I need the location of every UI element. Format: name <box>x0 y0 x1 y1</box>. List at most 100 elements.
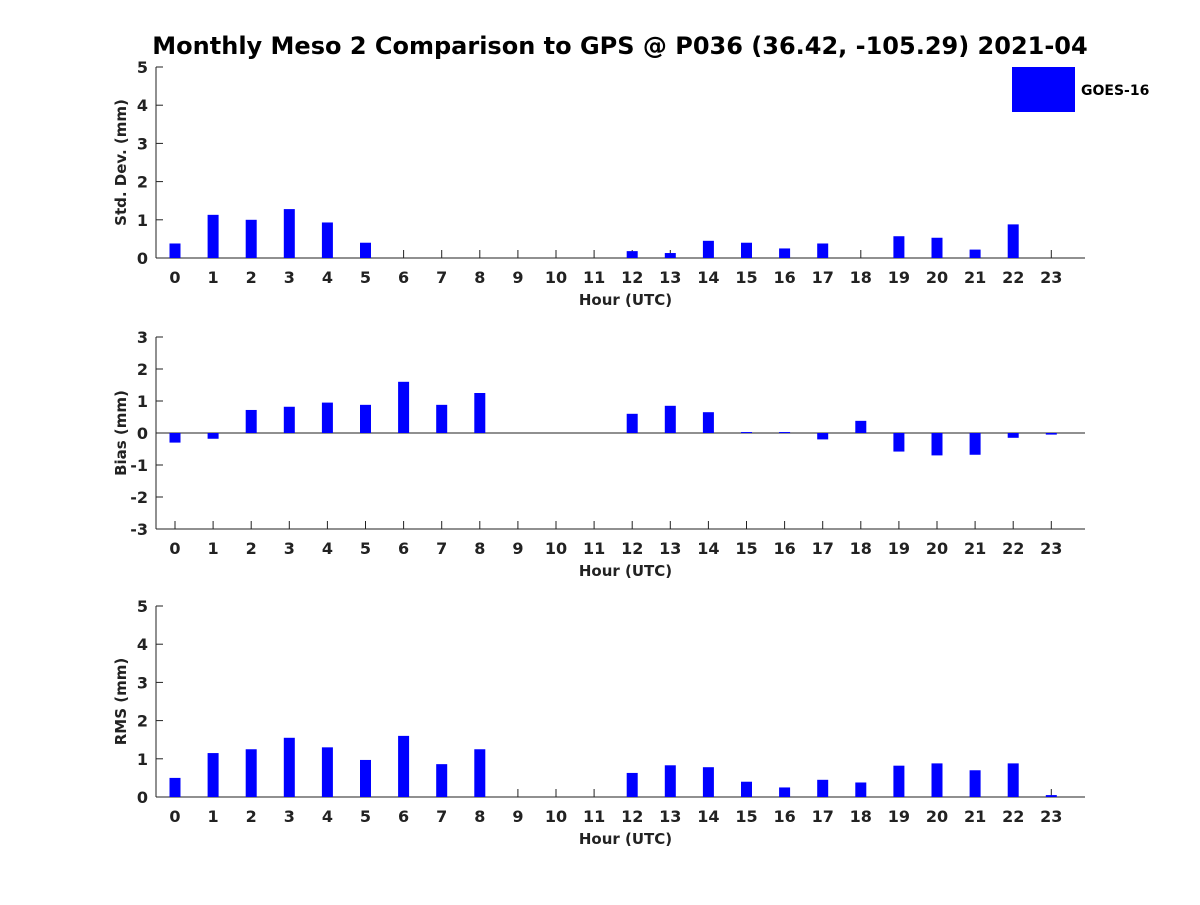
bias-x-tick-label: 15 <box>735 539 757 558</box>
bias-x-tick-label: 2 <box>246 539 257 558</box>
bias-y-tick-label: -2 <box>130 488 148 507</box>
rms-y-axis-label: RMS (mm) <box>112 658 130 745</box>
std-x-tick-label: 14 <box>697 268 719 287</box>
rms-bar <box>474 749 486 797</box>
rms-bar <box>855 782 867 797</box>
rms-x-tick-label: 8 <box>474 807 485 826</box>
bias-y-axis-label: Bias (mm) <box>112 390 130 476</box>
bias-bar <box>474 393 486 433</box>
rms-x-tick-label: 6 <box>398 807 409 826</box>
rms-bar <box>664 765 676 797</box>
std-bar <box>893 236 905 258</box>
chart-title: Monthly Meso 2 Comparison to GPS @ P036 … <box>152 32 1087 60</box>
rms-bar <box>398 735 410 797</box>
bias-y-tick-label: 3 <box>137 328 148 347</box>
std-x-tick-label: 20 <box>926 268 948 287</box>
std-x-tick-label: 3 <box>284 268 295 287</box>
bias-bar <box>436 404 448 433</box>
rms-x-tick-label: 19 <box>888 807 910 826</box>
std-bar <box>702 240 714 258</box>
std-x-tick-label: 16 <box>773 268 795 287</box>
bias-x-tick-label: 9 <box>512 539 523 558</box>
std-x-tick-label: 2 <box>246 268 257 287</box>
std-x-tick-label: 7 <box>436 268 447 287</box>
rms-x-tick-label: 7 <box>436 807 447 826</box>
bias-bar <box>893 433 905 452</box>
rms-y-tick-label: 0 <box>137 788 148 807</box>
rms-x-tick-label: 5 <box>360 807 371 826</box>
bias-bar <box>741 432 752 434</box>
rms-x-tick-label: 11 <box>583 807 605 826</box>
std-bar <box>779 248 791 258</box>
std-x-tick-label: 12 <box>621 268 643 287</box>
std-bar <box>283 209 295 258</box>
std-x-tick-label: 10 <box>545 268 567 287</box>
bias-bar <box>779 432 791 434</box>
bias-bar <box>1045 433 1057 435</box>
bias-y-tick-label: 1 <box>137 392 148 411</box>
bias-x-tick-label: 22 <box>1002 539 1024 558</box>
std-y-tick-label: 4 <box>137 96 148 115</box>
std-bar <box>360 242 371 258</box>
std-bar <box>626 251 638 258</box>
bias-x-tick-label: 14 <box>697 539 719 558</box>
bias-bar <box>207 433 219 439</box>
bias-bar <box>169 433 181 443</box>
rms-bar <box>969 770 981 797</box>
rms-x-tick-label: 12 <box>621 807 643 826</box>
std-bar <box>207 214 219 258</box>
rms-bar <box>321 747 333 797</box>
bias-x-tick-label: 5 <box>360 539 371 558</box>
rms-bar <box>893 765 905 797</box>
bias-x-tick-label: 12 <box>621 539 643 558</box>
rms-bar <box>702 767 714 797</box>
std-y-tick-label: 2 <box>137 173 148 192</box>
bias-x-tick-label: 23 <box>1040 539 1062 558</box>
bias-x-tick-label: 11 <box>583 539 605 558</box>
bias-x-axis-label: Hour (UTC) <box>579 562 672 580</box>
rms-bar <box>779 787 791 797</box>
rms-bar <box>360 759 371 797</box>
rms-x-tick-label: 15 <box>735 807 757 826</box>
bias-y-tick-label: 0 <box>137 424 148 443</box>
bias-bar <box>1007 433 1019 438</box>
bias-bar <box>360 404 371 433</box>
bias-bar <box>398 381 410 433</box>
rms-y-tick-label: 4 <box>137 635 148 654</box>
bias-bar <box>931 433 943 456</box>
rms-x-tick-label: 0 <box>169 807 180 826</box>
rms-bar <box>207 753 219 797</box>
std-y-tick-label: 3 <box>137 134 148 153</box>
rms-x-tick-label: 20 <box>926 807 948 826</box>
rms-bar <box>283 737 295 797</box>
std-x-tick-label: 4 <box>322 268 333 287</box>
rms-x-tick-label: 13 <box>659 807 681 826</box>
bias-x-tick-label: 13 <box>659 539 681 558</box>
rms-bar <box>245 749 257 797</box>
bias-x-tick-label: 16 <box>773 539 795 558</box>
rms-bar <box>931 763 943 797</box>
bias-x-tick-label: 18 <box>850 539 872 558</box>
std-bar <box>321 222 333 258</box>
std-x-tick-label: 8 <box>474 268 485 287</box>
bias-x-tick-label: 0 <box>169 539 180 558</box>
rms-bar <box>1045 795 1057 797</box>
bias-bar <box>969 433 981 455</box>
std-x-tick-label: 6 <box>398 268 409 287</box>
rms-x-tick-label: 9 <box>512 807 523 826</box>
std-x-tick-label: 17 <box>812 268 834 287</box>
std-x-tick-label: 23 <box>1040 268 1062 287</box>
rms-bar <box>1007 763 1019 797</box>
std-y-tick-label: 5 <box>137 58 148 77</box>
rms-x-tick-label: 4 <box>322 807 333 826</box>
std-x-tick-label: 13 <box>659 268 681 287</box>
bias-x-tick-label: 3 <box>284 539 295 558</box>
rms-bar <box>626 772 638 797</box>
bias-x-tick-label: 4 <box>322 539 333 558</box>
std-bar <box>817 243 829 258</box>
rms-x-tick-label: 3 <box>284 807 295 826</box>
rms-x-tick-label: 14 <box>697 807 719 826</box>
legend-label: GOES-16 <box>1081 83 1149 99</box>
